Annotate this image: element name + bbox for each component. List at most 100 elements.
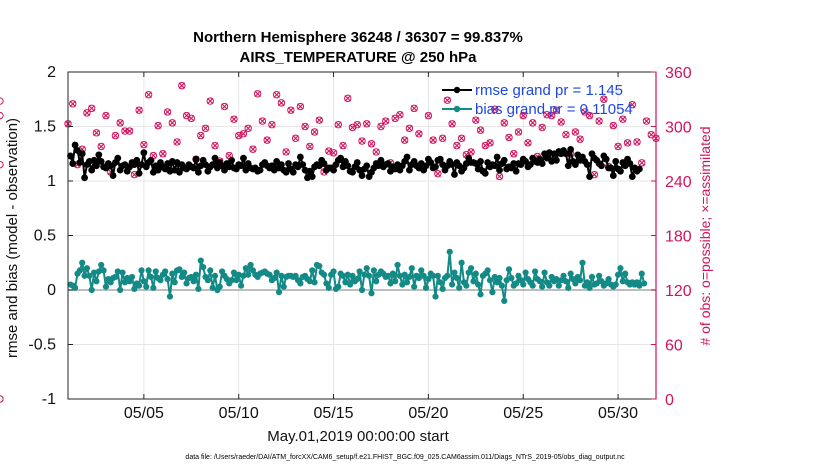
y-tick-label: 2 <box>47 64 56 81</box>
obs-possible-marker <box>514 128 523 136</box>
rmse-point <box>436 155 444 163</box>
obs-possible-marker <box>557 118 565 126</box>
obs-assimilated-marker <box>145 91 152 98</box>
obs-assimilated-marker <box>240 130 247 137</box>
obs-assimilated-marker <box>643 117 650 125</box>
obs-assimilated-marker <box>249 146 257 153</box>
obs-assimilated-marker <box>496 173 503 180</box>
bias-point <box>565 284 572 291</box>
obs-possible-marker <box>97 142 105 151</box>
obs-assimilated-marker <box>140 141 148 148</box>
legend-label-rmse: rmse grand pr = 1.145 <box>475 82 623 99</box>
obs-possible-marker <box>429 136 437 144</box>
bias-point <box>216 283 223 290</box>
rmse-point <box>93 162 100 170</box>
obs-assimilated-marker <box>98 143 105 150</box>
obs-possible-marker <box>0 160 4 169</box>
bias-point <box>605 276 612 283</box>
bias-point <box>242 265 249 272</box>
rmse-point <box>384 160 392 167</box>
obs-assimilated-marker <box>401 136 408 144</box>
obs-possible-marker <box>581 108 589 116</box>
rmse-point <box>133 156 141 164</box>
obs-possible-marker <box>211 141 219 150</box>
rmse-point <box>66 152 74 160</box>
x-axis: 05/05 05/10 05/15 05/20 05/25 05/30 <box>124 72 638 422</box>
obs-assimilated-marker <box>595 117 603 125</box>
bias-point <box>448 281 456 288</box>
bias-point <box>522 269 529 276</box>
obs-assimilated-marker <box>292 135 299 142</box>
obs-assimilated-marker <box>491 106 498 113</box>
bias-point <box>233 277 240 284</box>
bias-point <box>401 271 408 278</box>
bias-point <box>90 269 98 276</box>
obs-possible-marker <box>125 127 134 135</box>
rmse-point <box>221 166 228 174</box>
bias-point <box>152 268 159 275</box>
bias-point <box>192 271 200 278</box>
obs-assimilated-marker <box>287 106 295 114</box>
bias-point <box>586 284 593 291</box>
bias-point <box>209 284 216 291</box>
bias-point <box>145 267 152 274</box>
x-tick-label: 05/30 <box>598 405 638 422</box>
obs-possible-marker <box>102 111 110 120</box>
rmse-point <box>176 168 183 176</box>
rmse-point <box>553 156 560 164</box>
obs-possible-marker <box>230 115 238 123</box>
obs-assimilated-marker <box>520 112 527 119</box>
rmse-point <box>109 172 117 179</box>
rmse-point <box>211 154 219 162</box>
obs-possible-marker <box>334 120 342 129</box>
obs-possible-marker <box>505 133 513 142</box>
rmse-point <box>237 162 245 170</box>
obs-assimilated-marker <box>135 106 143 114</box>
obs-possible-marker <box>301 122 309 131</box>
bias-point <box>140 278 147 285</box>
obs-possible-marker <box>244 124 252 133</box>
bias-point <box>235 271 242 278</box>
obs-possible-marker <box>69 100 77 108</box>
rmse-point <box>353 159 361 166</box>
obs-assimilated-marker <box>486 139 494 147</box>
bias-point <box>501 297 508 304</box>
obs-possible-marker <box>173 138 181 146</box>
bias-point <box>425 276 432 283</box>
obs-possible-marker <box>116 119 124 127</box>
obs-possible-marker <box>111 131 120 140</box>
bias-point <box>399 281 406 288</box>
obs-possible-marker <box>363 120 371 128</box>
rmse-point <box>538 160 546 167</box>
bias-point <box>240 272 247 279</box>
rmse-point <box>344 162 352 170</box>
legend-label-bias: bias grand pr = 0.11054 <box>475 101 633 118</box>
y-tick-label: -0.5 <box>28 337 56 354</box>
obs-possible-marker <box>310 128 319 136</box>
rmse-point <box>337 154 345 162</box>
bias-point <box>434 272 441 279</box>
obs-assimilated-marker <box>505 134 513 141</box>
bias-point <box>349 272 356 279</box>
obs-possible-marker <box>476 126 485 134</box>
bias-point <box>197 257 204 264</box>
obs-possible-marker <box>609 121 618 130</box>
chart-title: Northern Hemisphere 36248 / 36307 = 99.8… <box>193 29 523 46</box>
obs-assimilated-marker <box>638 159 645 167</box>
rmse-point <box>147 156 155 164</box>
y-axis-label: rmse and bias (model - observation) <box>4 118 21 358</box>
obs-possible-marker <box>424 111 433 120</box>
obs-assimilated-marker <box>363 120 370 127</box>
bias-point <box>396 272 404 279</box>
x-axis-label: May.01,2019 00:00:00 start <box>267 428 449 445</box>
obs-assimilated-marker <box>610 122 617 129</box>
obs-possible-marker <box>400 136 409 144</box>
bias-point <box>112 273 119 281</box>
obs-possible-marker <box>201 124 210 133</box>
obs-possible-marker <box>377 122 385 131</box>
obs-assimilated-marker <box>202 125 209 132</box>
rmse-point <box>403 153 411 161</box>
obs-assimilated-marker <box>477 126 484 134</box>
obs-assimilated-marker <box>188 115 195 122</box>
obs-possible-marker <box>315 116 324 124</box>
